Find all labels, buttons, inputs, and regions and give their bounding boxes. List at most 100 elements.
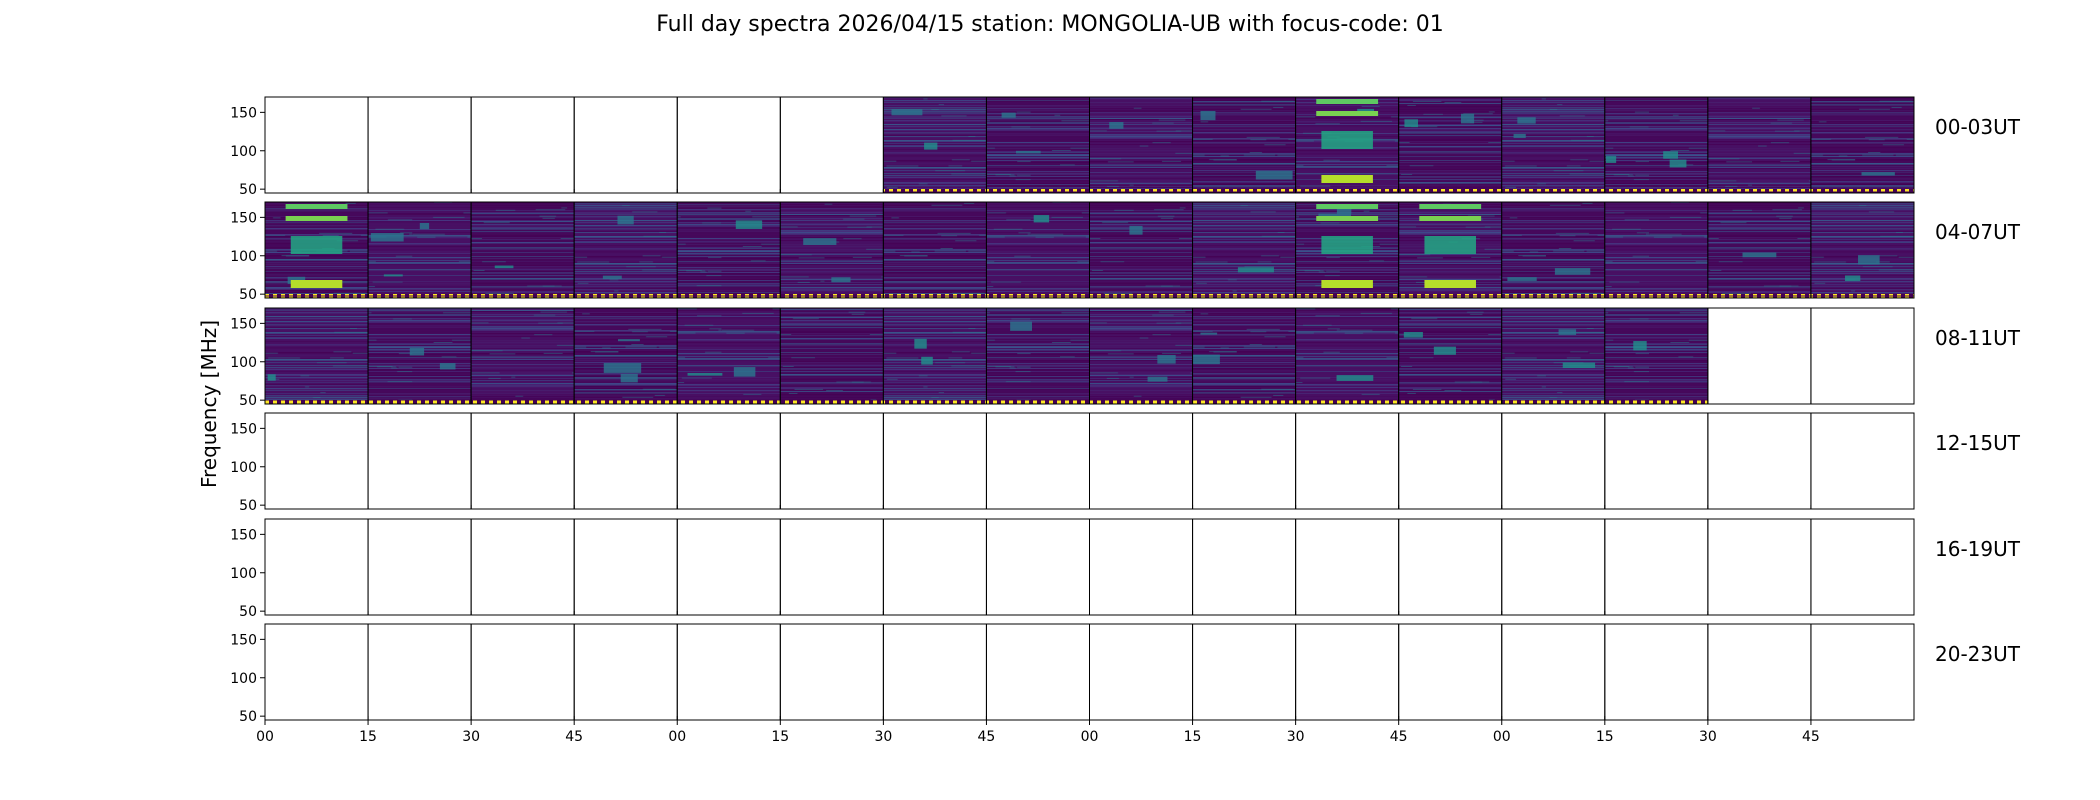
spectrum-panel [264, 307, 369, 405]
panel-frame [1810, 412, 1915, 510]
spectral-feature [1336, 375, 1374, 381]
spectrum-image [1707, 202, 1811, 298]
chart-title: Full day spectra 2026/04/15 station: MON… [656, 12, 1444, 37]
spectral-feature [733, 367, 756, 377]
spectrum-panel [1604, 96, 1709, 194]
spectrum-panel [264, 201, 369, 299]
spectrum-panel [573, 518, 678, 616]
panel-frame [1295, 518, 1400, 616]
spectrum-image [1604, 202, 1708, 298]
panel-frame [1810, 623, 1915, 721]
spectrum-panel [882, 307, 987, 405]
spectral-feature [1663, 151, 1679, 159]
spectrum-panel [1707, 201, 1812, 299]
spectrum-panel [1295, 518, 1400, 616]
low-frequency-band [1810, 189, 1914, 193]
spectrum-panel [1192, 201, 1297, 299]
spectrum-panel [1501, 412, 1606, 510]
low-frequency-band [1707, 189, 1811, 193]
y-tick-label: 150 [230, 316, 257, 332]
spectrum-panel [1295, 412, 1400, 510]
spectrum-panel [985, 201, 1090, 299]
spectrum-panel [676, 412, 781, 510]
spectral-feature [1558, 329, 1577, 335]
spectrum-image [574, 308, 678, 404]
spectrum-panel [1295, 623, 1400, 721]
spectrum-panel [882, 623, 987, 721]
y-tick-label: 100 [230, 249, 257, 265]
panel-row-20-23UT: 150 100 50 20-23UT [230, 623, 2021, 725]
spectral-feature [602, 275, 622, 280]
spectral-feature [1844, 275, 1861, 282]
spectrum-panel [1295, 307, 1400, 405]
x-tick-label: 00 [1493, 729, 1511, 745]
panel-frame [367, 412, 472, 510]
spectrum-panel [1089, 201, 1194, 299]
low-frequency-band [368, 400, 472, 404]
spectrum-image [1501, 308, 1605, 404]
spectral-feature [1200, 110, 1216, 121]
spectrum-image [883, 202, 987, 298]
spectrum-panel [1604, 623, 1709, 721]
low-frequency-band [265, 294, 369, 298]
spectrum-panel [1192, 307, 1297, 405]
panel-frame [264, 412, 369, 510]
y-tick-label: 100 [230, 355, 257, 371]
x-tick-label: 45 [565, 729, 583, 745]
spectrum-panel [1089, 623, 1194, 721]
spectrum-panel [470, 623, 575, 721]
spectral-feature [1742, 252, 1777, 258]
low-frequency-band [1192, 189, 1296, 193]
spectrum-image [1398, 97, 1502, 193]
low-frequency-band [986, 189, 1090, 193]
spectrum-panel [779, 412, 884, 510]
spectrum-panel [1604, 307, 1709, 405]
y-tick-label: 100 [230, 144, 257, 160]
spectrum-panel [1192, 412, 1297, 510]
spectral-feature [1517, 117, 1536, 124]
x-tick-label: 15 [1596, 729, 1614, 745]
spectral-feature [1633, 341, 1647, 351]
low-frequency-band [1604, 189, 1708, 193]
low-frequency-band [1295, 189, 1399, 193]
panel-frame [1192, 623, 1297, 721]
low-frequency-band [1604, 294, 1708, 298]
y-tick-label: 50 [239, 182, 257, 198]
spectrum-panel [1398, 412, 1503, 510]
spectrum-image [1707, 97, 1811, 193]
x-tick-label: 00 [668, 729, 686, 745]
low-frequency-band [1089, 400, 1193, 404]
spectrum-panel [1089, 412, 1194, 510]
spectrum-panel [1295, 96, 1400, 194]
y-tick-label: 150 [230, 421, 257, 437]
spectrum-panel [985, 412, 1090, 510]
spectrum-image [471, 202, 575, 298]
low-frequency-band [986, 294, 1090, 298]
panel-frame [985, 412, 1090, 510]
spectral-feature [1861, 172, 1895, 176]
spectrum-panel [676, 518, 781, 616]
spectrum-image [368, 308, 472, 404]
spectrum-panel [1192, 96, 1297, 194]
panel-frame [367, 623, 472, 721]
spectrum-image [677, 202, 781, 298]
spectrum-panel [367, 412, 472, 510]
panel-frame [1089, 412, 1194, 510]
panel-frame [779, 412, 884, 510]
low-frequency-band [1501, 294, 1605, 298]
spectrum-image [780, 202, 884, 298]
panel-frame [1501, 623, 1606, 721]
spectrum-panel [1501, 307, 1606, 405]
panel-frame [676, 518, 781, 616]
y-tick-label: 50 [239, 604, 257, 620]
spectral-feature [1403, 331, 1423, 338]
spectrum-panel [985, 623, 1090, 721]
spectral-feature [1157, 354, 1176, 364]
panel-frame [779, 623, 884, 721]
spectral-feature [1507, 277, 1537, 281]
bright-feature [1316, 99, 1379, 104]
bright-feature [1321, 280, 1373, 288]
spectral-feature [1129, 225, 1143, 235]
panel-frame [1604, 623, 1709, 721]
